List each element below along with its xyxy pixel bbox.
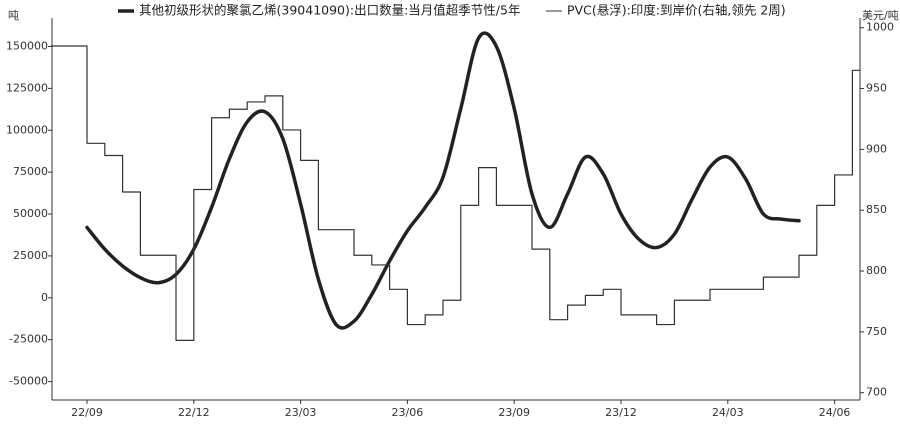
y-tick-label: 125000	[6, 81, 48, 94]
step-line	[50, 45, 861, 341]
y-tick-label: 50000	[13, 207, 48, 220]
x-tick-label: 23/09	[498, 406, 530, 419]
y2-unit-label: 美元/吨	[862, 9, 899, 22]
y2-tick-label: 900	[866, 142, 887, 155]
y-tick-label: 100000	[6, 123, 48, 136]
y2-tick-label: 700	[866, 386, 887, 399]
y2-tick-label: 1000	[866, 21, 894, 34]
y2-tick-label: 850	[866, 203, 887, 216]
y-tick-label: 0	[41, 291, 48, 304]
x-tick-label: 22/12	[178, 406, 210, 419]
y2-tick-label: 750	[866, 325, 887, 338]
x-tick-label: 24/06	[819, 406, 851, 419]
legend-label: 其他初级形状的聚氯乙烯(39041090):出口数量:当月值超季节性/5年	[139, 3, 520, 18]
y-tick-label: 25000	[13, 249, 48, 262]
x-tick-label: 24/03	[712, 406, 744, 419]
y-unit-label: 吨	[8, 9, 19, 22]
line	[85, 31, 801, 330]
y2-tick-label: 950	[866, 82, 887, 95]
x-tick-label: 22/09	[71, 406, 103, 419]
legend: 其他初级形状的聚氯乙烯(39041090):出口数量:当月值超季节性/5年 PV…	[118, 3, 786, 18]
x-tick-label: 23/12	[605, 406, 637, 419]
y-tick-label: 75000	[13, 165, 48, 178]
x-tick-label: 23/06	[392, 406, 424, 419]
y-tick-label: 150000	[6, 39, 48, 52]
x-tick-label: 23/03	[285, 406, 317, 419]
plot-frame	[51, 18, 861, 401]
y-tick-label: -50000	[9, 375, 48, 388]
legend-label: PVC(悬浮):印度:到岸价(右轴,领先 2周)	[567, 3, 786, 18]
y-tick-label: -25000	[9, 333, 48, 346]
y2-tick-label: 800	[866, 264, 887, 277]
